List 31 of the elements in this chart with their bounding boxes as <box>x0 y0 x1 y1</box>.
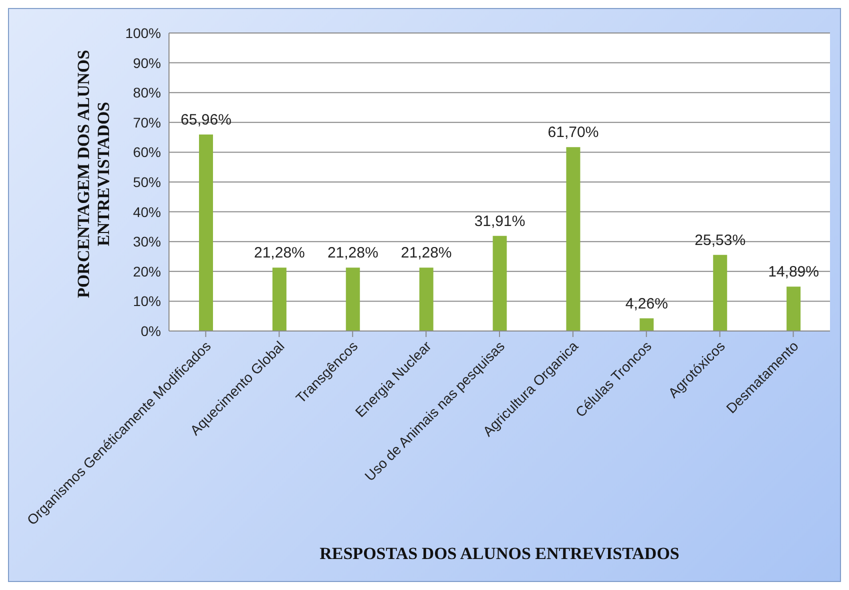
y-tick-label: 90% <box>132 54 161 71</box>
bar <box>346 268 360 331</box>
y-tick-label: 0% <box>140 322 161 339</box>
y-axis-title: PORCENTAGEM DOS ALUNOS ENTREVISTADOS <box>74 50 113 298</box>
bar <box>566 147 580 331</box>
bar <box>419 268 434 331</box>
data-label: 25,53% <box>694 232 746 249</box>
x-axis-title: RESPOSTAS DOS ALUNOS ENTREVISTADOS <box>320 544 680 563</box>
data-label: 65,96% <box>180 111 232 128</box>
y-tick-label: 50% <box>132 174 161 190</box>
y-tick-label: 30% <box>132 234 161 250</box>
bar <box>272 268 286 331</box>
bar <box>713 254 728 331</box>
y-tick-label: 60% <box>132 144 161 160</box>
data-label: 21,28% <box>254 244 305 262</box>
y-tick-label: 100% <box>125 24 161 41</box>
data-label: 31,91% <box>474 212 526 230</box>
bar <box>199 134 213 331</box>
y-tick-label: 10% <box>132 293 161 310</box>
data-label: 21,28% <box>327 244 378 262</box>
y-tick-label: 70% <box>132 114 161 130</box>
bar <box>640 318 654 331</box>
data-label: 21,28% <box>400 244 452 262</box>
y-tick-label: 80% <box>132 84 161 101</box>
data-label: 61,70% <box>548 124 599 142</box>
data-label: 14,89% <box>768 264 819 281</box>
y-tick-label: 40% <box>132 204 161 220</box>
data-label: 4,26% <box>625 295 668 312</box>
y-tick-label: 20% <box>132 263 161 280</box>
bar <box>786 286 801 331</box>
bar <box>492 236 507 331</box>
